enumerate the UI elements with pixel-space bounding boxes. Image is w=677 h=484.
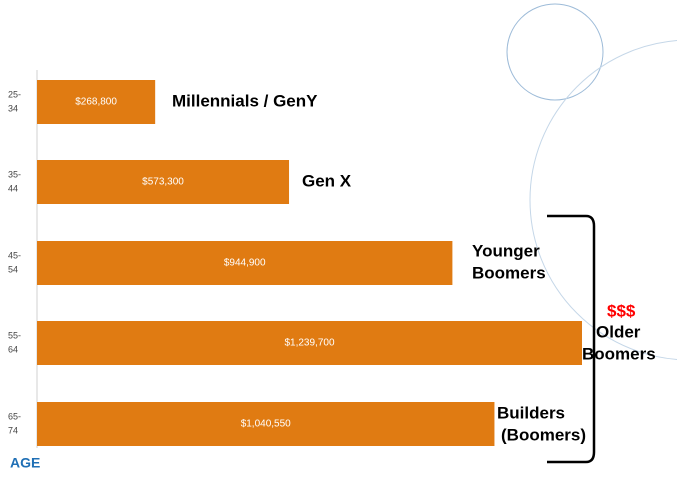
bar-annotation: Millennials / GenY [172,91,318,110]
y-tick-label: 55- [8,330,21,340]
y-tick-label: 45- [8,250,21,260]
value-label: $268,800 [75,97,117,108]
bar-annotation: Boomers [582,344,656,363]
bar [37,160,290,204]
y-tick-label: 74 [8,425,18,435]
y-tick-label: 65- [8,411,21,421]
bar-annotation: Gen X [302,171,352,190]
y-tick-label: 44 [8,183,18,193]
y-tick-label: 25- [8,89,21,99]
bar-annotation: Boomers [472,263,546,282]
bar [37,402,495,446]
value-label: $1,239,700 [284,338,334,349]
bracket-label: $$$ [607,301,636,320]
bar [37,80,156,124]
bar [37,241,453,285]
bar-annotation: Older [596,322,641,341]
y-tick-label: 64 [8,344,18,354]
bar-annotation: Younger [472,241,540,260]
decor-circle [506,3,604,101]
bar [37,321,582,365]
y-tick-label: 35- [8,169,21,179]
value-label: $573,300 [142,177,184,188]
value-label: $944,900 [224,258,266,269]
bar-annotation: (Boomers) [501,425,586,444]
y-tick-label: 34 [8,103,18,113]
value-label: $1,040,550 [241,419,291,430]
decor-circle [529,40,677,360]
bracket [547,214,596,464]
y-axis-label: AGE [10,455,40,471]
bar-annotation: Builders [497,403,565,422]
y-tick-label: 54 [8,264,18,274]
